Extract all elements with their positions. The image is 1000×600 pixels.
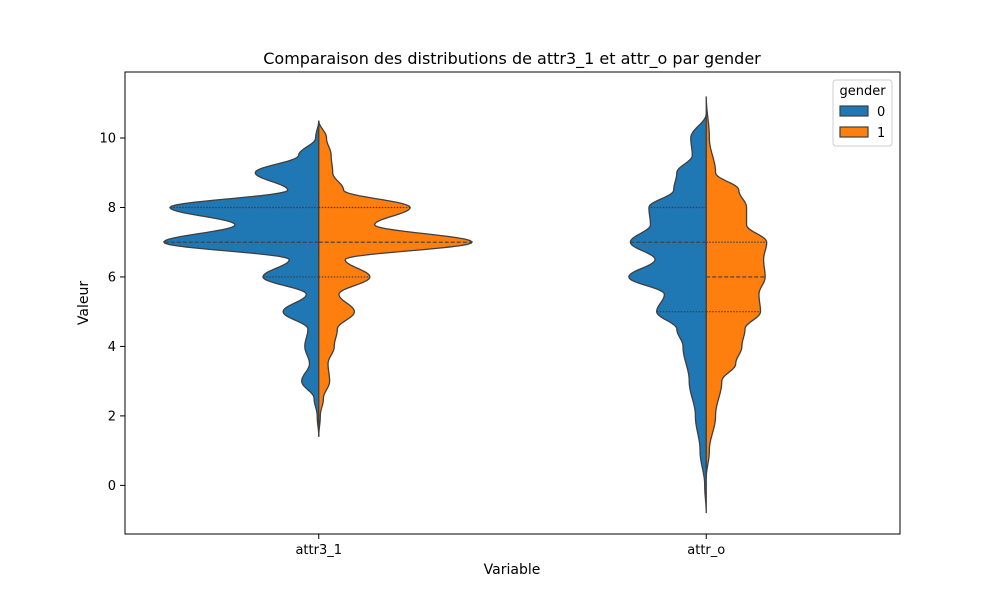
y-axis-label: Valeur bbox=[76, 281, 92, 325]
y-tick-label: 6 bbox=[108, 270, 116, 285]
y-tick-label: 8 bbox=[108, 201, 116, 216]
x-tick-label: attr3_1 bbox=[295, 543, 342, 558]
y-axis: 0 2 4 6 8 10 bbox=[99, 132, 125, 494]
y-tick-label: 4 bbox=[108, 340, 116, 355]
y-tick-label: 2 bbox=[108, 409, 116, 424]
violin-attr3_1-gender-0 bbox=[163, 120, 320, 437]
x-tick-label: attr_o bbox=[687, 543, 725, 558]
legend-swatch-gender-0 bbox=[839, 105, 869, 117]
violin-attr_o-gender-1 bbox=[705, 96, 768, 479]
chart-title: Comparaison des distributions de attr3_1… bbox=[263, 49, 761, 69]
violin-attr3_1-gender-1 bbox=[318, 120, 473, 437]
legend-label-gender-0: 0 bbox=[877, 105, 885, 120]
legend-label-gender-1: 1 bbox=[877, 126, 885, 141]
x-axis: attr3_1 attr_o bbox=[295, 534, 725, 558]
x-axis-label: Variable bbox=[484, 562, 541, 578]
violin-attr_o-gender-0 bbox=[628, 113, 707, 514]
plot-frame bbox=[124, 71, 901, 535]
violins-group bbox=[163, 96, 768, 514]
y-tick-label: 0 bbox=[108, 479, 116, 494]
legend-title: gender bbox=[839, 84, 886, 99]
legend: gender 0 1 bbox=[832, 79, 893, 147]
legend-swatch-gender-1 bbox=[839, 126, 869, 138]
y-tick-label: 10 bbox=[99, 132, 116, 147]
